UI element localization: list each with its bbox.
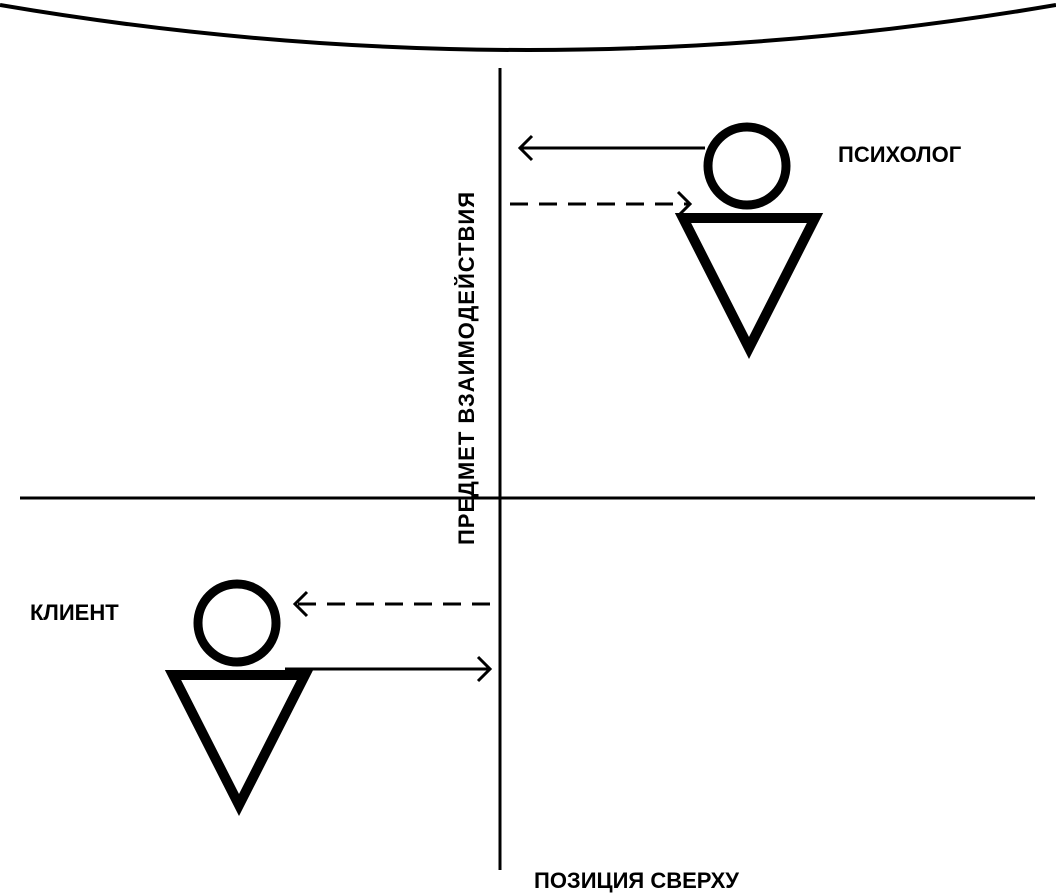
psychologist-head	[708, 127, 786, 205]
client-head	[198, 584, 276, 662]
vertical-axis-label: ПРЕДМЕТ ВЗАИМОДЕЙСТВИЯ	[454, 125, 480, 545]
diagram-container: ПСИХОЛОГ КЛИЕНТ ПРЕДМЕТ ВЗАИМОДЕЙСТВИЯ П…	[0, 0, 1056, 892]
diagram-svg	[0, 0, 1056, 892]
bottom-label: ПОЗИЦИЯ СВЕРХУ	[534, 868, 739, 894]
psychologist-body	[683, 218, 815, 348]
psychologist-label: ПСИХОЛОГ	[838, 142, 961, 168]
client-label: КЛИЕНТ	[30, 600, 119, 626]
client-body	[173, 675, 305, 805]
top-border-arc	[0, 5, 1056, 50]
